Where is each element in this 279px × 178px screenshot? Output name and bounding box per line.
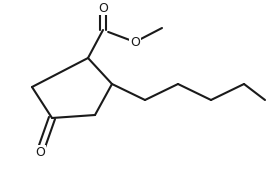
Text: O: O bbox=[35, 145, 45, 158]
Text: O: O bbox=[98, 1, 108, 14]
Text: O: O bbox=[130, 35, 140, 48]
